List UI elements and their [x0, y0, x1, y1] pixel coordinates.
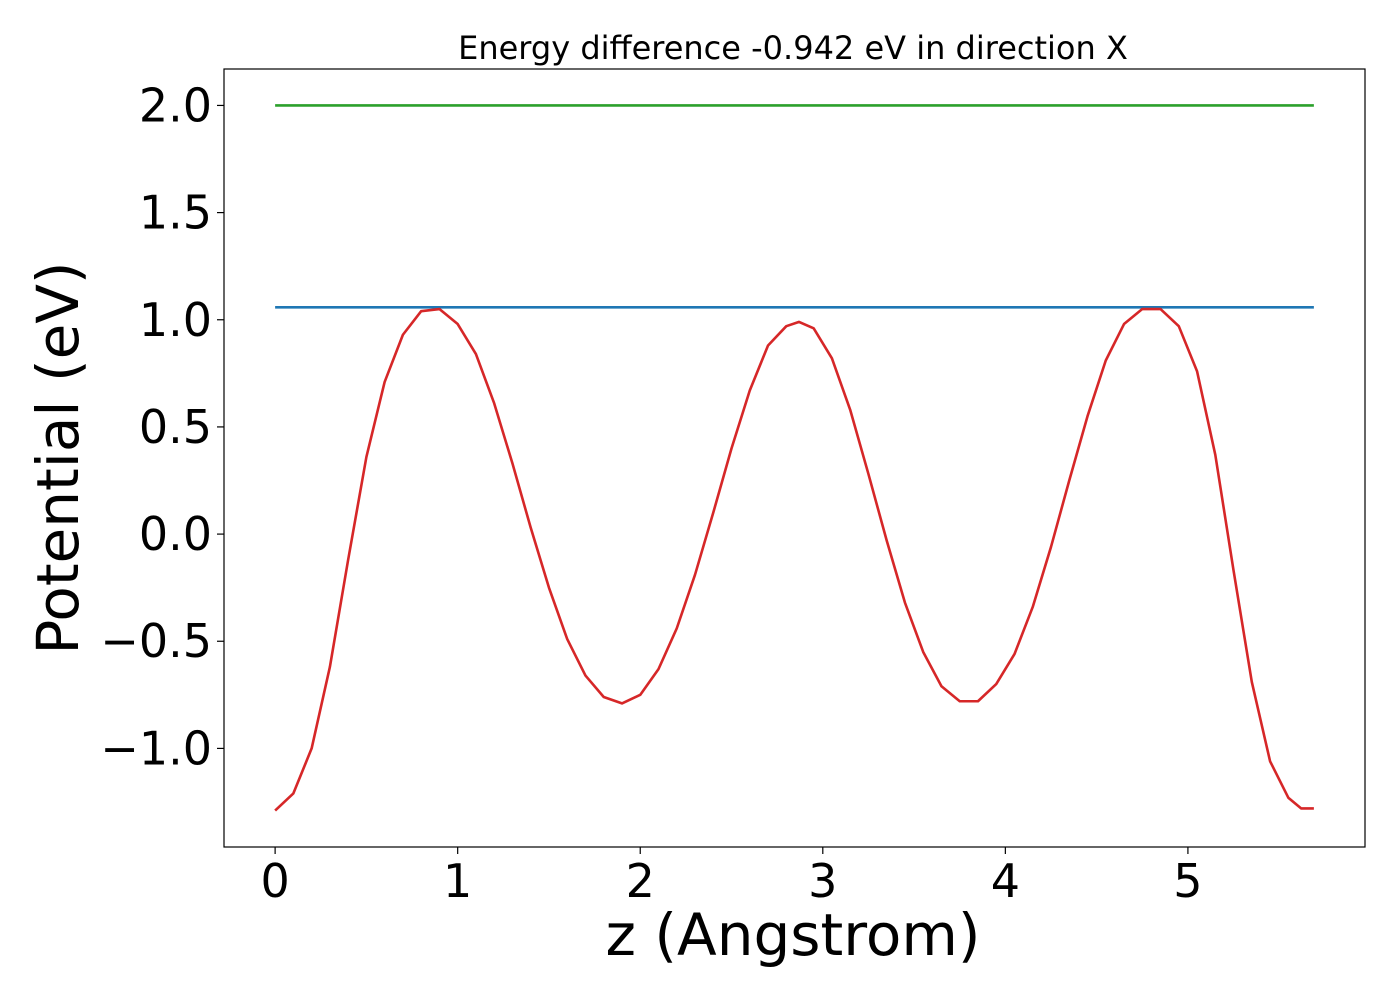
- y-tick-label: 2.0: [139, 78, 212, 132]
- chart-title: Energy difference -0.942 eV in direction…: [458, 29, 1128, 67]
- y-tick-label: 1.0: [139, 293, 212, 347]
- axis-ticks: 0 1 2 3 4 5 −1.0 −0.5 0.0 0.5 1.0 1.5 2.0: [100, 78, 1202, 908]
- x-tick-label: 0: [260, 854, 289, 908]
- series-line-potential: [274, 307, 1314, 812]
- y-tick-label: 1.5: [139, 186, 212, 240]
- x-tick-label: 5: [1173, 854, 1202, 908]
- axes-frame: [223, 68, 1366, 848]
- y-axis-label: Potential (eV): [24, 261, 92, 654]
- plot-area: [274, 104, 1314, 812]
- x-axis-label: z (Angstrom): [606, 901, 981, 969]
- y-tick-label: 0.0: [139, 507, 212, 561]
- x-tick-label: 1: [443, 854, 472, 908]
- x-tick-label: 3: [808, 854, 837, 908]
- y-tick-label: 0.5: [139, 400, 212, 454]
- y-tick-label: −0.5: [100, 614, 212, 668]
- x-tick-label: 4: [991, 854, 1020, 908]
- y-tick-label: −1.0: [100, 721, 212, 775]
- x-tick-label: 2: [626, 854, 655, 908]
